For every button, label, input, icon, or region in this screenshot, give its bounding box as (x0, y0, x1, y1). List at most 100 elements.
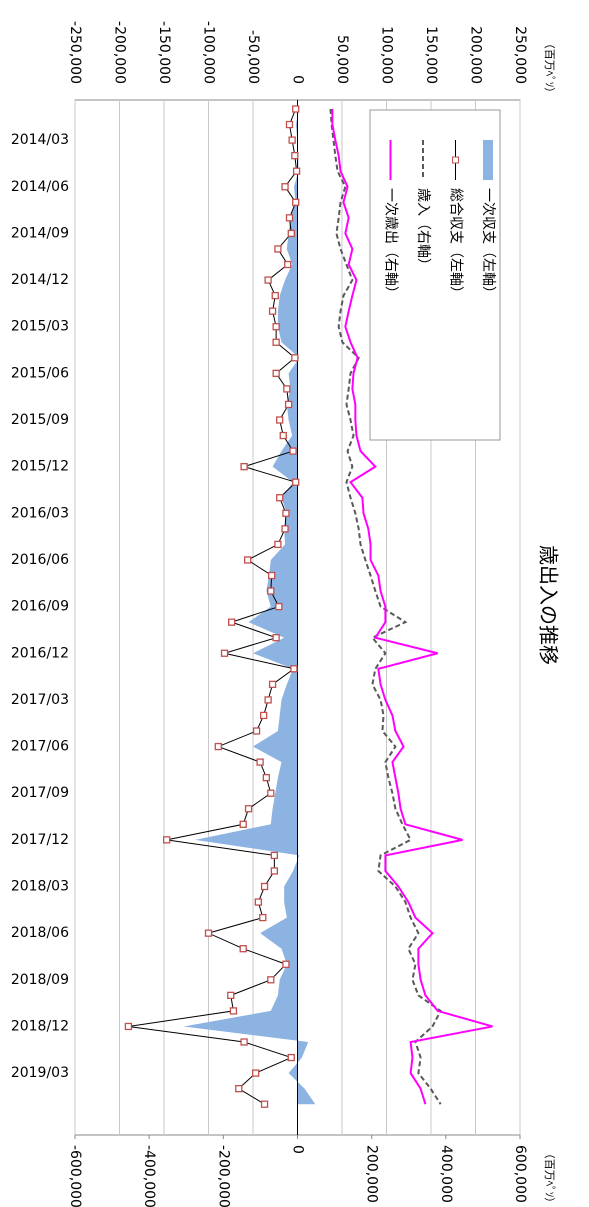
marker (235, 1085, 243, 1093)
marker (260, 711, 268, 720)
marker (274, 245, 282, 253)
x-tick-label: 2014/09 (11, 225, 69, 241)
x-tick-label: 2017/09 (11, 785, 69, 801)
legend-label: 総合収支（左軸） (448, 188, 464, 300)
marker (292, 167, 301, 175)
x-tick-label: 2016/03 (11, 505, 69, 521)
marker (287, 1053, 295, 1062)
marker (288, 136, 296, 144)
marker (284, 260, 292, 269)
y2-tick-label: -400,000 (141, 1145, 157, 1207)
x-tick-label: 2015/06 (11, 365, 69, 381)
marker (214, 742, 222, 751)
x-tick-label: 2018/09 (11, 972, 69, 988)
marker (268, 307, 277, 315)
y2-tick-label: 400,000 (438, 1145, 454, 1203)
marker (220, 649, 229, 657)
y-tick-label: -200,000 (112, 21, 128, 84)
marker (276, 416, 284, 424)
marker (272, 634, 280, 642)
marker (271, 291, 279, 300)
marker (268, 571, 276, 580)
marker (239, 945, 247, 953)
marker (264, 696, 272, 704)
x-tick-label: 2015/03 (11, 319, 69, 335)
marker (227, 618, 236, 626)
marker (256, 758, 264, 766)
x-tick-label: 2014/12 (11, 272, 69, 288)
marker (279, 431, 287, 440)
marker (240, 1038, 248, 1046)
chart-body: 歳出入の推移 （百万ﾍﾟｿ） （百万ﾍﾟｿ） -250,000 -200,000 -… (11, 21, 561, 1207)
marker (267, 976, 275, 984)
marker (124, 1022, 133, 1031)
y-axis-label: （百万ﾍﾟｿ） (543, 38, 556, 99)
y2-tick-label: 600,000 (512, 1145, 528, 1203)
marker (163, 836, 171, 844)
marker (204, 929, 213, 937)
x-tick-label: 2018/03 (11, 879, 69, 895)
marker (260, 882, 269, 891)
legend-marker (452, 156, 459, 164)
legend-label: 一次収支（左軸） (480, 188, 496, 300)
marker (292, 198, 300, 206)
y-tick-label: 150,000 (423, 26, 439, 84)
y2-tick-label: 200,000 (364, 1145, 380, 1203)
y-tick-label: 100,000 (379, 26, 395, 84)
marker (244, 556, 252, 564)
line (329, 108, 442, 1105)
marker (260, 1100, 269, 1108)
marker (270, 851, 279, 860)
x-tick-label: 2014/03 (11, 132, 69, 148)
y-tick-label: -250,000 (67, 21, 83, 84)
y-tick-label: 200,000 (468, 26, 484, 84)
y-tick-label: 0 (290, 75, 306, 84)
marker (262, 774, 271, 782)
y2-tick-label: -200,000 (215, 1145, 231, 1207)
marker (281, 525, 289, 533)
marker (229, 1007, 238, 1015)
marker (289, 447, 297, 455)
line (331, 109, 493, 1105)
marker (272, 338, 280, 346)
marker (272, 369, 280, 378)
marker (268, 680, 277, 688)
marker (276, 494, 284, 502)
x-tick-label: 2015/09 (11, 412, 69, 428)
x-tick-label: 2014/06 (11, 179, 69, 195)
marker (239, 820, 247, 828)
x-tick-label: 2019/03 (11, 1065, 69, 1081)
x-tick-label: 2017/06 (11, 739, 69, 755)
marker (264, 276, 272, 284)
x-tick-label: 2016/06 (11, 552, 69, 568)
marker (282, 509, 290, 517)
marker (275, 602, 283, 611)
legend-label: 歳入（右軸） (415, 188, 431, 272)
x-tick-label: 2016/09 (11, 599, 69, 615)
y2-axis-label: （百万ﾍﾟｿ） (543, 1148, 556, 1207)
y-tick-label: 250,000 (512, 26, 528, 84)
marker (274, 540, 282, 549)
marker (282, 960, 290, 968)
legend-swatch (483, 140, 493, 180)
marker (284, 400, 293, 409)
x-tick-label: 2018/06 (11, 925, 69, 941)
marker (292, 478, 300, 486)
marker (291, 151, 299, 160)
marker (292, 105, 300, 113)
marker (290, 665, 298, 673)
y2-tick-label: -600,000 (67, 1145, 83, 1207)
marker (283, 385, 291, 393)
x-tick-label: 2015/12 (11, 459, 69, 475)
marker (227, 991, 235, 999)
marker (285, 120, 294, 129)
marker (267, 789, 275, 797)
marker (272, 323, 280, 331)
marker (285, 214, 294, 222)
y-tick-label: -150,000 (156, 21, 172, 84)
legend-label: 一次歳出（右軸） (383, 188, 399, 300)
marker (281, 183, 289, 191)
marker (252, 727, 261, 735)
marker (254, 898, 262, 906)
